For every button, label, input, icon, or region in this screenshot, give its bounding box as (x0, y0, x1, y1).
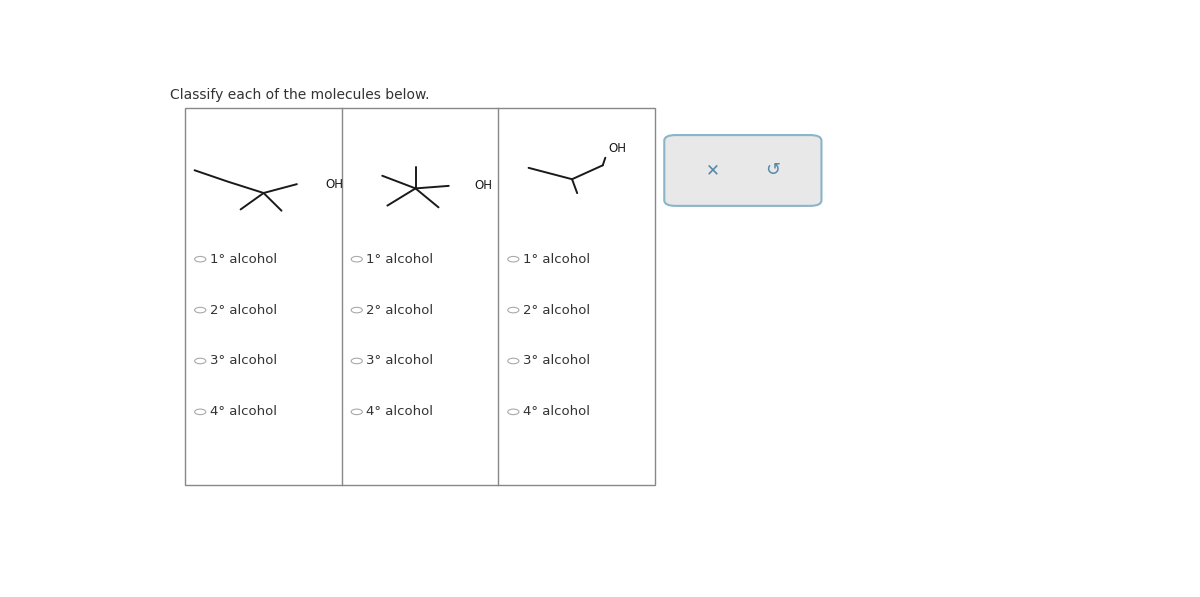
Text: Classify each of the molecules below.: Classify each of the molecules below. (170, 88, 430, 101)
FancyBboxPatch shape (665, 135, 822, 206)
Text: OH: OH (474, 179, 492, 192)
Circle shape (194, 409, 206, 414)
Circle shape (194, 307, 206, 313)
Text: ✕: ✕ (707, 161, 720, 180)
Text: 3° alcohol: 3° alcohol (210, 355, 277, 368)
Circle shape (508, 358, 518, 364)
Text: 4° alcohol: 4° alcohol (210, 405, 276, 418)
Text: OH: OH (608, 143, 626, 155)
Circle shape (352, 307, 362, 313)
Text: 4° alcohol: 4° alcohol (523, 405, 589, 418)
Text: 3° alcohol: 3° alcohol (366, 355, 433, 368)
Circle shape (194, 358, 206, 364)
Text: 2° alcohol: 2° alcohol (210, 304, 277, 316)
Text: 3° alcohol: 3° alcohol (523, 355, 589, 368)
Circle shape (508, 257, 518, 262)
Bar (185, 109, 655, 485)
Text: OH: OH (325, 178, 343, 190)
Text: 2° alcohol: 2° alcohol (523, 304, 589, 316)
Text: 2° alcohol: 2° alcohol (366, 304, 433, 316)
Circle shape (352, 358, 362, 364)
Text: 1° alcohol: 1° alcohol (523, 253, 589, 266)
Text: 4° alcohol: 4° alcohol (366, 405, 433, 418)
Text: 1° alcohol: 1° alcohol (210, 253, 277, 266)
Circle shape (508, 409, 518, 414)
Text: ↺: ↺ (764, 161, 780, 180)
Circle shape (194, 257, 206, 262)
Circle shape (352, 409, 362, 414)
Circle shape (508, 307, 518, 313)
Text: 1° alcohol: 1° alcohol (366, 253, 433, 266)
Circle shape (352, 257, 362, 262)
